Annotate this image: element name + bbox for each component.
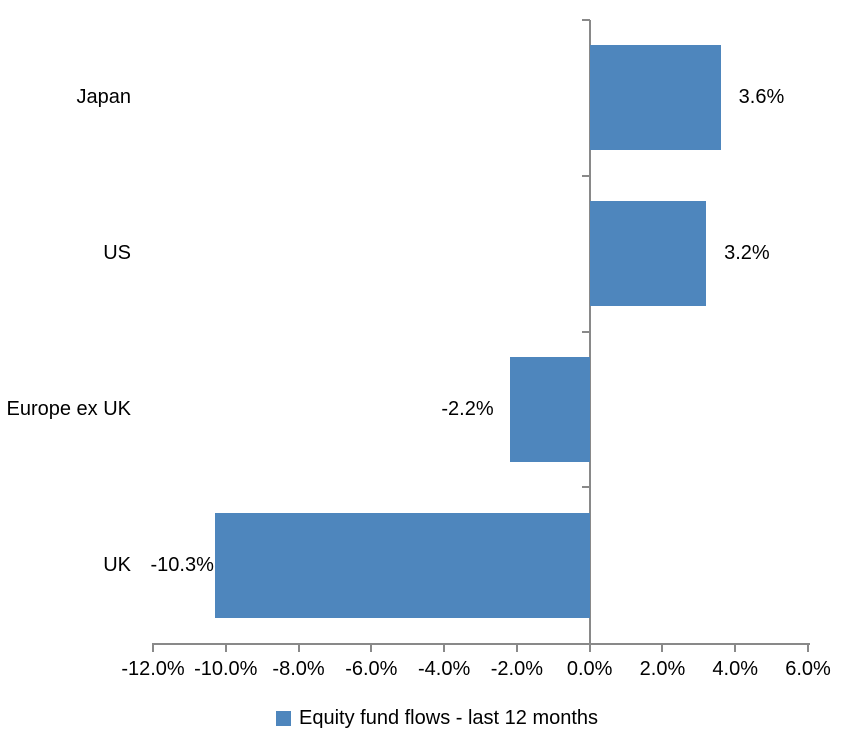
x-axis-tick <box>443 643 446 652</box>
x-axis-tick <box>224 643 227 652</box>
y-axis-tick <box>581 174 590 177</box>
x-axis-tick-label: 6.0% <box>785 658 831 680</box>
x-axis-tick-label: -8.0% <box>272 658 325 680</box>
x-axis-tick <box>370 643 373 652</box>
x-axis-tick <box>807 643 809 652</box>
category-label: Japan <box>76 86 132 109</box>
legend-swatch-icon <box>276 710 291 726</box>
bar-europe-ex-uk <box>509 356 590 462</box>
x-axis-tick-label: -4.0% <box>417 658 471 680</box>
x-axis-line <box>153 643 810 645</box>
category-label: UK <box>103 553 131 576</box>
bar-us <box>589 201 707 307</box>
category-label: US <box>103 242 131 265</box>
legend-label: Equity fund flows - last 12 months <box>299 707 599 729</box>
y-axis-line <box>588 20 591 650</box>
x-axis-tick <box>588 643 591 652</box>
x-axis-tick-label: -2.0% <box>490 658 543 680</box>
bar-japan <box>589 45 721 151</box>
x-axis-tick <box>661 643 664 652</box>
category-label: Europe ex UK <box>6 397 131 420</box>
data-label: 3.2% <box>724 242 770 265</box>
legend: Equity fund flows - last 12 months <box>276 708 598 728</box>
data-label: -10.3% <box>150 553 214 576</box>
x-axis-tick-label: 0.0% <box>566 658 613 680</box>
y-axis-tick <box>581 330 590 333</box>
x-axis-tick <box>515 643 518 652</box>
x-axis-tick <box>297 643 300 652</box>
data-label: 3.6% <box>738 86 785 109</box>
x-axis-tick-label: -6.0% <box>345 658 398 680</box>
data-label: -2.2% <box>441 397 494 420</box>
x-axis-tick-label: 2.0% <box>639 658 686 680</box>
x-axis-tick-label: -10.0% <box>194 658 258 680</box>
y-axis-tick <box>581 486 590 489</box>
x-axis-tick-label: 4.0% <box>712 658 759 680</box>
x-axis-tick <box>734 643 737 652</box>
y-axis-tick <box>581 19 590 21</box>
x-axis-tick <box>152 643 154 652</box>
bar-uk <box>214 512 590 618</box>
x-axis-tick-label: -12.0% <box>121 658 185 680</box>
